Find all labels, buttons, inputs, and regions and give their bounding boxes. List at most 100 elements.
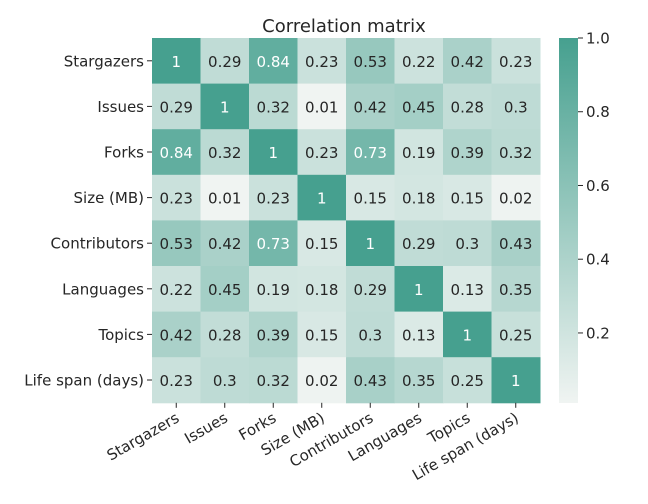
cell-value-label: 1 bbox=[511, 372, 521, 390]
y-tick-label: Life span (days) bbox=[24, 372, 144, 390]
cell-value-label: 0.3 bbox=[213, 372, 237, 390]
heatmap-cell bbox=[443, 357, 492, 404]
heatmap-cell bbox=[297, 220, 347, 267]
cell-value-label: 0.02 bbox=[499, 190, 532, 208]
cell-value-label: 0.25 bbox=[499, 326, 532, 344]
heatmap-cell bbox=[249, 174, 298, 221]
heatmap-cell bbox=[249, 266, 298, 313]
heatmap-cell bbox=[443, 174, 492, 221]
cell-value-label: 0.19 bbox=[402, 144, 435, 162]
heatmap-cell bbox=[200, 174, 250, 221]
cell-value-label: 0.32 bbox=[499, 144, 532, 162]
x-tick-label: Issues bbox=[181, 409, 231, 448]
cell-value-label: 0.22 bbox=[402, 53, 435, 71]
heatmap-cell bbox=[200, 266, 250, 313]
heatmap-cell bbox=[152, 174, 201, 221]
cell-value-label: 0.45 bbox=[208, 281, 241, 299]
heatmap-cell bbox=[443, 129, 492, 176]
heatmap-cell bbox=[249, 220, 298, 267]
heatmap-cell bbox=[200, 220, 250, 267]
heatmap-cell bbox=[249, 357, 298, 404]
heatmap-cell bbox=[249, 83, 298, 130]
cell-value-label: 0.53 bbox=[354, 53, 387, 71]
heatmap-cell bbox=[346, 83, 395, 130]
y-axis-tick-labels: Stargazers Issues Forks Size (MB) Contributo… bbox=[24, 52, 152, 390]
cell-value-label: 0.45 bbox=[402, 98, 435, 116]
cell-value-label: 0.3 bbox=[358, 326, 382, 344]
heatmap-cell bbox=[152, 357, 201, 404]
heatmap-cell bbox=[491, 174, 541, 221]
heatmap-cell bbox=[346, 266, 395, 313]
heatmap-cell bbox=[249, 129, 298, 176]
heatmap-cell bbox=[443, 83, 492, 130]
heatmap-cell bbox=[152, 38, 201, 85]
heatmap-cell bbox=[394, 220, 444, 267]
cell-value-label: 0.42 bbox=[451, 53, 484, 71]
cell-value-label: 0.23 bbox=[305, 144, 338, 162]
y-tick-label: Contributors bbox=[51, 235, 145, 253]
y-tick-label: Issues bbox=[97, 98, 144, 116]
cell-value-label: 0.29 bbox=[354, 281, 387, 299]
heatmap-cell bbox=[394, 174, 444, 221]
colorbar-tick-label: 1.0 bbox=[586, 30, 610, 48]
cell-value-label: 0.43 bbox=[499, 235, 532, 253]
cell-value-label: 1 bbox=[268, 144, 278, 162]
heatmap-cell bbox=[297, 38, 347, 85]
heatmap-cell bbox=[491, 357, 541, 404]
heatmap-cell bbox=[491, 83, 541, 130]
y-tick-label: Stargazers bbox=[64, 52, 144, 70]
heatmap-cell bbox=[200, 311, 250, 358]
y-tick-label: Topics bbox=[97, 326, 144, 344]
cell-value-label: 0.29 bbox=[208, 53, 241, 71]
cell-value-label: 0.23 bbox=[257, 190, 290, 208]
cell-value-label: 1 bbox=[317, 190, 327, 208]
x-tick-label: Stargazers bbox=[104, 409, 183, 465]
heatmap-cell bbox=[200, 129, 250, 176]
colorbar-tick-label: 0.8 bbox=[586, 103, 610, 121]
cell-value-label: 0.13 bbox=[402, 326, 435, 344]
heatmap-cell-labels: 1 0.29 0.84 0.23 0.53 0.22 0.42 0.23 0.29 1 0.32 0.… bbox=[160, 53, 533, 390]
heatmap-cell bbox=[297, 174, 347, 221]
y-tick-label: Size (MB) bbox=[74, 189, 145, 207]
heatmap-cell bbox=[200, 357, 250, 404]
cell-value-label: 0.15 bbox=[305, 326, 338, 344]
heatmap-cell bbox=[152, 129, 201, 176]
heatmap-cell bbox=[443, 38, 492, 85]
cell-value-label: 0.53 bbox=[160, 235, 193, 253]
heatmap-cell bbox=[297, 129, 347, 176]
cell-value-label: 1 bbox=[462, 326, 472, 344]
cell-value-label: 0.15 bbox=[451, 190, 484, 208]
cell-value-label: 1 bbox=[414, 281, 424, 299]
heatmap-cell bbox=[346, 357, 395, 404]
heatmap-cell bbox=[152, 83, 201, 130]
cell-value-label: 0.84 bbox=[257, 53, 290, 71]
heatmap-cell bbox=[394, 357, 444, 404]
cell-value-label: 0.23 bbox=[499, 53, 532, 71]
cell-value-label: 0.35 bbox=[402, 372, 435, 390]
colorbar-tick-label: 0.6 bbox=[586, 177, 610, 195]
cell-value-label: 0.15 bbox=[305, 235, 338, 253]
cell-value-label: 0.43 bbox=[354, 372, 387, 390]
heatmap-cell bbox=[491, 38, 541, 85]
y-tick-label: Forks bbox=[104, 144, 144, 162]
cell-value-label: 0.19 bbox=[257, 281, 290, 299]
heatmap-cell bbox=[346, 311, 395, 358]
heatmap-cell bbox=[249, 38, 298, 85]
heatmap-cell bbox=[297, 357, 347, 404]
cell-value-label: 0.73 bbox=[354, 144, 387, 162]
heatmap-cell bbox=[491, 220, 541, 267]
heatmap-cell bbox=[346, 220, 395, 267]
cell-value-label: 0.23 bbox=[160, 372, 193, 390]
heatmap-cell bbox=[394, 129, 444, 176]
cell-value-label: 0.73 bbox=[257, 235, 290, 253]
cell-value-label: 0.25 bbox=[451, 372, 484, 390]
heatmap-cell bbox=[394, 38, 444, 85]
cell-value-label: 0.42 bbox=[354, 98, 387, 116]
heatmap-cell bbox=[200, 38, 250, 85]
heatmap-cell bbox=[200, 83, 250, 130]
chart-title: Correlation matrix bbox=[262, 16, 426, 37]
colorbar-gradient bbox=[559, 38, 578, 403]
cell-value-label: 0.15 bbox=[354, 190, 387, 208]
heatmap-cells bbox=[152, 38, 541, 404]
cell-value-label: 0.32 bbox=[208, 144, 241, 162]
